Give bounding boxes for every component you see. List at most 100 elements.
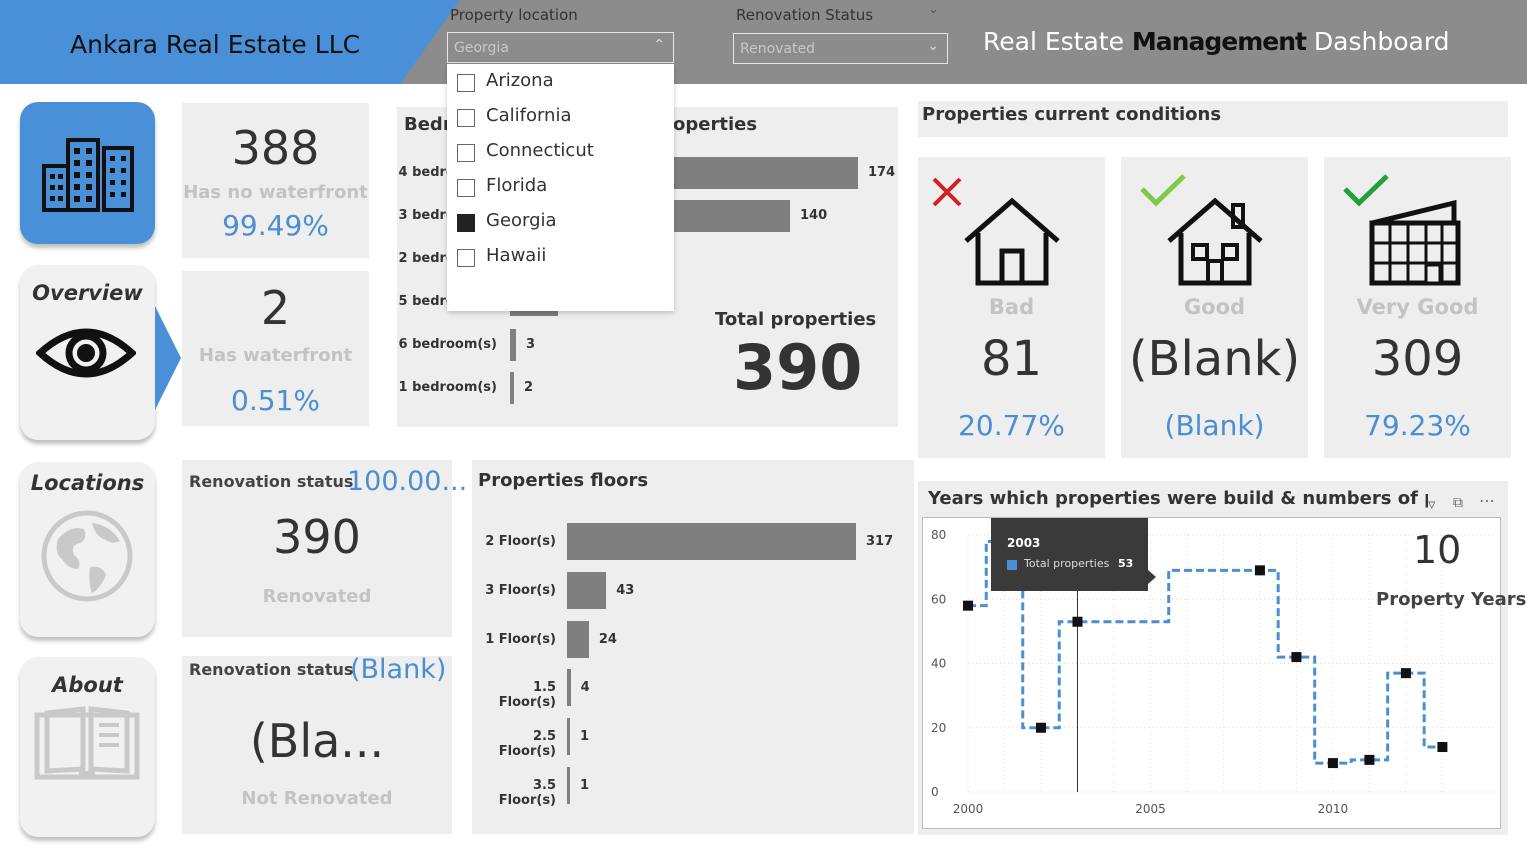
floor-bar-row[interactable]: 3 Floor(s) 43	[472, 571, 914, 610]
more-options-icon[interactable]: ⋯	[1479, 491, 1495, 510]
floor-bar[interactable]	[567, 571, 607, 609]
floor-bar-row[interactable]: 3.5 Floor(s) 1	[472, 767, 914, 808]
condition-count: 309	[1371, 331, 1464, 387]
condition-count: (Blank)	[1128, 331, 1301, 387]
floor-bar-row[interactable]: 1.5 Floor(s) 4	[472, 669, 914, 711]
data-point[interactable]	[1291, 652, 1302, 663]
tooltip-year: 2003	[1007, 536, 1041, 550]
cross-icon	[932, 177, 962, 207]
y-tick-label: 60	[931, 592, 946, 606]
bedroom-bar-row[interactable]: 6 bedroom(s) 3	[397, 327, 898, 363]
data-point[interactable]	[963, 600, 973, 611]
location-option-label: California	[486, 105, 572, 126]
floor-bar-row[interactable]: 2.5 Floor(s) 1	[472, 718, 914, 759]
bedrooms-title-left: Bedr	[404, 114, 452, 135]
good-house-icon	[1167, 197, 1263, 286]
checkbox[interactable]	[457, 179, 475, 197]
location-option[interactable]: Florida	[457, 173, 657, 203]
property-years-value: 10	[1413, 528, 1462, 572]
data-point[interactable]	[1327, 758, 1338, 769]
floor-bar[interactable]	[567, 523, 856, 560]
floor-bar-label: 3.5 Floor(s)	[498, 778, 556, 808]
not-renovated-pct: (Blank)	[350, 654, 447, 685]
checkbox[interactable]	[457, 74, 475, 92]
checkbox[interactable]	[457, 144, 475, 162]
home-button[interactable]	[20, 102, 155, 244]
chevron-up-icon[interactable]: ⌃	[653, 37, 665, 53]
data-point[interactable]	[1035, 722, 1046, 733]
no-waterfront-count: 388	[231, 121, 320, 175]
bedroom-bar-value: 3	[526, 337, 536, 352]
bedroom-bar[interactable]	[510, 329, 516, 361]
data-point[interactable]	[1072, 616, 1083, 627]
brand-banner	[0, 0, 460, 84]
floor-bar[interactable]	[567, 718, 570, 756]
about-label: About	[52, 673, 123, 697]
checkbox[interactable]	[457, 249, 475, 267]
chevron-down-icon[interactable]: ⌄	[927, 38, 939, 54]
chevron-down-icon[interactable]: ⌄	[928, 2, 939, 17]
locations-button[interactable]: Locations	[20, 462, 155, 637]
condition-pct: (Blank)	[1164, 409, 1265, 442]
buildings-icon	[42, 138, 134, 212]
location-option[interactable]: Georgia	[457, 208, 657, 238]
floor-bar[interactable]	[567, 620, 589, 658]
location-filter-select[interactable]: Georgia ⌃	[447, 32, 674, 63]
bedroom-bar-row[interactable]: 1 bedroom(s) 2	[397, 370, 898, 406]
location-dropdown[interactable]: Arizona California Connecticut Florida Georg…	[447, 64, 674, 311]
data-point[interactable]	[1400, 668, 1411, 679]
renovated-card: Renovation status 100.00... 390 Renovate…	[182, 460, 467, 637]
property-years-label: Property Years	[1376, 589, 1527, 610]
tooltip-legend-swatch	[1007, 560, 1017, 570]
floors-card: Properties floors 2 Floor(s) 317 3 Floor(s…	[472, 460, 914, 834]
overview-button[interactable]: Overview	[20, 265, 155, 440]
location-option[interactable]: Hawaii	[457, 243, 657, 273]
total-properties-label: Total properties	[715, 309, 877, 330]
x-tick-label: 2010	[1318, 802, 1349, 816]
book-icon	[34, 706, 140, 780]
data-point[interactable]	[1254, 565, 1265, 576]
not-renovated-label: Not Renovated	[241, 788, 393, 809]
data-point[interactable]	[1364, 754, 1375, 765]
condition-label: Good	[1183, 295, 1246, 319]
bedroom-bar-value: 174	[868, 165, 896, 180]
check-icon	[1343, 174, 1389, 207]
location-option-label: Hawaii	[486, 245, 547, 266]
bedroom-bar-label: 1 bedroom(s)	[398, 380, 497, 395]
location-option-label: Arizona	[486, 70, 554, 91]
not-renovated-count: (Bla...	[249, 714, 385, 768]
waterfront-card: 2 Has waterfront 0.51%	[182, 271, 369, 426]
no-waterfront-card: 388 Has no waterfront 99.49%	[182, 103, 369, 258]
conditions-header: Properties current conditions	[918, 101, 1508, 137]
location-option[interactable]: Connecticut	[457, 138, 657, 168]
locations-label: Locations	[30, 471, 145, 495]
floors-title: Properties floors	[478, 470, 649, 491]
floor-bar-label: 1 Floor(s)	[485, 631, 556, 647]
bedroom-bar[interactable]	[510, 372, 514, 404]
location-option-label: Florida	[486, 175, 548, 196]
location-option[interactable]: California	[457, 103, 657, 133]
renovation-filter-select[interactable]: Renovated ⌄	[733, 33, 948, 64]
not-renovated-title: Renovation status	[189, 660, 354, 679]
floor-bar-label: 1.5 Floor(s)	[498, 680, 556, 711]
floor-bar-value: 4	[580, 680, 590, 696]
focus-mode-icon[interactable]: ⧉	[1453, 495, 1463, 511]
location-option[interactable]: Arizona	[457, 68, 657, 98]
no-waterfront-pct: 99.49%	[222, 209, 329, 242]
data-point[interactable]	[1437, 742, 1448, 753]
floor-bar-row[interactable]: 1 Floor(s) 24	[472, 620, 914, 659]
filter-icon[interactable]: ▿	[1428, 495, 1436, 513]
condition-pct: 79.23%	[1364, 409, 1471, 442]
total-properties-line[interactable]	[968, 539, 1443, 765]
checkbox[interactable]	[457, 109, 475, 127]
checkbox[interactable]	[457, 214, 475, 232]
floor-bar-row[interactable]: 2 Floor(s) 317	[472, 523, 914, 561]
about-button[interactable]: About	[20, 657, 155, 837]
floor-bar[interactable]	[567, 767, 570, 804]
bad-house-icon	[964, 197, 1060, 286]
floor-bar[interactable]	[567, 669, 571, 707]
x-tick-label: 2005	[1135, 802, 1166, 816]
floor-bar-value: 24	[598, 631, 617, 647]
floor-bar-label: 2 Floor(s)	[485, 534, 556, 549]
no-waterfront-label: Has no waterfront	[183, 182, 368, 203]
